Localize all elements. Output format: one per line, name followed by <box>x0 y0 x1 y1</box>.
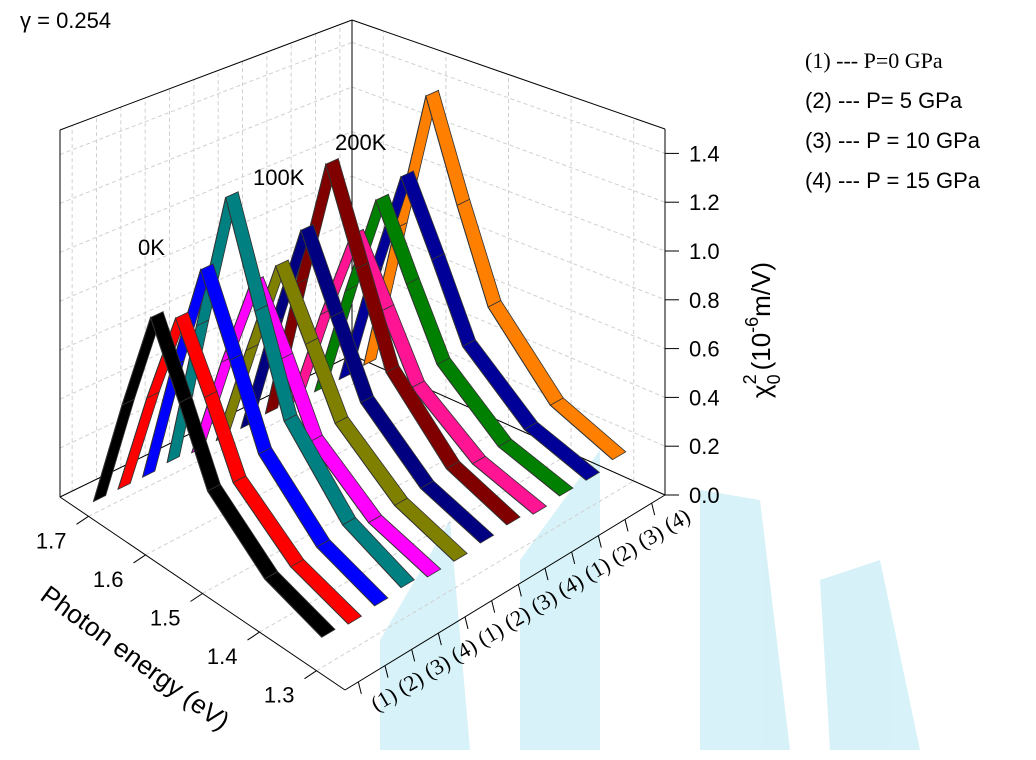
z-label-unit: (10 <box>746 333 776 371</box>
grid-line <box>59 41 353 155</box>
ribbon <box>166 191 415 589</box>
category-tick <box>464 616 469 629</box>
z-tick-label: 0.4 <box>689 385 720 410</box>
category-tick <box>491 600 496 613</box>
category-tick <box>357 681 362 694</box>
x-tick-label: 1.5 <box>150 606 181 631</box>
z-label-sub: 0 <box>764 374 784 384</box>
z-tick-label: 0.2 <box>689 434 720 459</box>
chart-title: γ = 0.254 <box>20 8 111 33</box>
category-tick <box>571 551 576 564</box>
watermark <box>380 450 920 750</box>
z-tick-label: 1.0 <box>689 239 720 264</box>
wall-edge <box>59 19 353 131</box>
grid-line <box>351 41 666 154</box>
category-axis-line <box>344 494 666 691</box>
x-tick-label: 1.4 <box>207 644 238 669</box>
series-line <box>166 197 402 588</box>
legend-entry: (2) --- P= 5 GPa <box>805 88 963 113</box>
category-tick <box>517 584 522 597</box>
z-label-symbol: χ <box>746 384 776 398</box>
z-label-unit-end: m/V) <box>746 262 776 317</box>
grid-line <box>316 480 634 672</box>
category-tick <box>624 519 629 532</box>
ribbons <box>92 89 627 638</box>
grid-line <box>259 452 572 633</box>
legend-entry: (1) --- P=0 GPa <box>805 48 943 73</box>
x-tick <box>247 631 260 641</box>
series-line <box>92 316 323 638</box>
grid-line <box>59 86 353 204</box>
series-line <box>314 198 561 497</box>
grid-line <box>202 424 509 594</box>
z-tick-label: 0.0 <box>689 483 720 508</box>
x-tick-label: 1.7 <box>36 528 67 553</box>
category-tick <box>384 665 389 678</box>
category-tick <box>651 503 656 516</box>
category-tick <box>437 633 442 646</box>
group-label: 200K <box>335 130 387 155</box>
x-tick <box>190 593 203 602</box>
category-tick <box>411 649 416 662</box>
ribbon <box>92 311 336 638</box>
grid-line <box>59 175 353 302</box>
legend-entry: (3) --- P = 10 GPa <box>805 128 981 153</box>
z-axis-label: χ02 (10-6m/V) <box>740 262 784 398</box>
z-tick-label: 0.6 <box>689 337 720 362</box>
group-label: 100K <box>253 165 305 190</box>
ribbon <box>141 263 389 607</box>
category-tick <box>597 535 602 548</box>
category-tick <box>544 568 549 581</box>
x-tick-label: 1.3 <box>264 683 295 708</box>
grid-line <box>59 131 353 253</box>
x-tick <box>133 554 146 564</box>
group-label: 0K <box>138 235 165 260</box>
x-tick <box>76 515 89 525</box>
z-label-sup: 2 <box>740 374 760 384</box>
z-tick-label: 1.4 <box>689 141 720 166</box>
z-tick-label: 1.2 <box>689 190 720 215</box>
x-tick <box>304 670 317 680</box>
z-label-exp: -6 <box>742 317 762 333</box>
wall-edge <box>351 19 666 130</box>
legend-entry: (4) --- P = 15 GPa <box>805 168 981 193</box>
grid-line <box>145 396 447 556</box>
series-line <box>117 316 349 625</box>
x-tick-label: 1.6 <box>93 567 124 592</box>
z-tick-label: 0.8 <box>689 288 720 313</box>
series-line <box>215 264 455 562</box>
